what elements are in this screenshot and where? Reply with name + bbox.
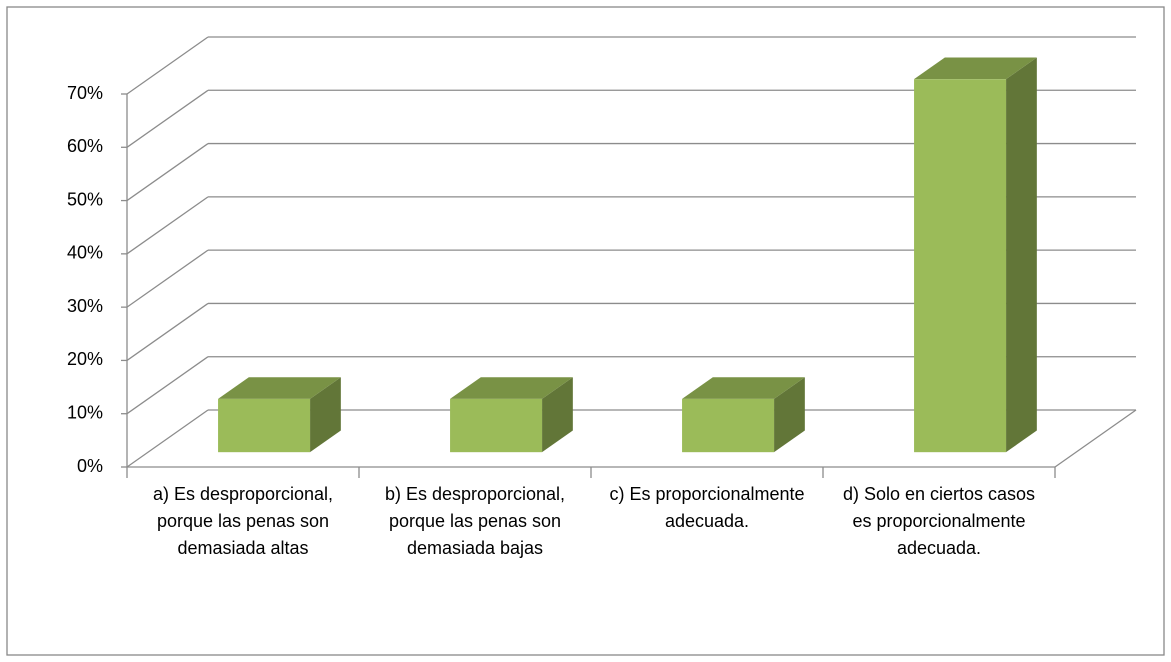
bar bbox=[450, 398, 543, 453]
y-tick-label: 50% bbox=[67, 189, 103, 209]
side-grid-line bbox=[126, 302, 209, 361]
floor-right bbox=[1054, 409, 1137, 468]
x-tick-label: b) Es desproporcional, porque las penas … bbox=[384, 484, 566, 558]
side-grid-line bbox=[126, 249, 209, 308]
side-grid-line bbox=[126, 143, 209, 202]
bar bbox=[914, 79, 1007, 453]
bar-side bbox=[310, 377, 341, 453]
x-tick-label: c) Es proporcionalmente adecuada. bbox=[609, 484, 805, 531]
y-tick-label: 40% bbox=[67, 243, 103, 263]
bar-side bbox=[774, 377, 805, 453]
x-tick-label: d) Solo en ciertos casos es proporcional… bbox=[842, 484, 1036, 558]
side-grid-line bbox=[126, 409, 209, 468]
y-tick-label: 60% bbox=[67, 136, 103, 156]
y-tick-label: 30% bbox=[67, 296, 103, 316]
bar-top bbox=[682, 377, 805, 399]
side-grid-line bbox=[126, 196, 209, 255]
bar bbox=[682, 398, 775, 453]
y-tick-label: 70% bbox=[67, 83, 103, 103]
bar-side bbox=[542, 377, 573, 453]
bar-top bbox=[450, 377, 573, 399]
bar-side bbox=[1006, 57, 1037, 453]
side-grid-line bbox=[126, 356, 209, 415]
side-grid-line bbox=[126, 89, 209, 148]
y-tick-label: 0% bbox=[77, 456, 103, 476]
bar bbox=[218, 398, 311, 453]
side-grid-line bbox=[126, 36, 209, 95]
bar-top bbox=[914, 57, 1037, 80]
y-tick-label: 10% bbox=[67, 402, 103, 422]
x-tick-label: a) Es desproporcional, porque las penas … bbox=[152, 484, 334, 558]
y-tick-label: 20% bbox=[67, 349, 103, 369]
bar-top bbox=[218, 377, 341, 399]
